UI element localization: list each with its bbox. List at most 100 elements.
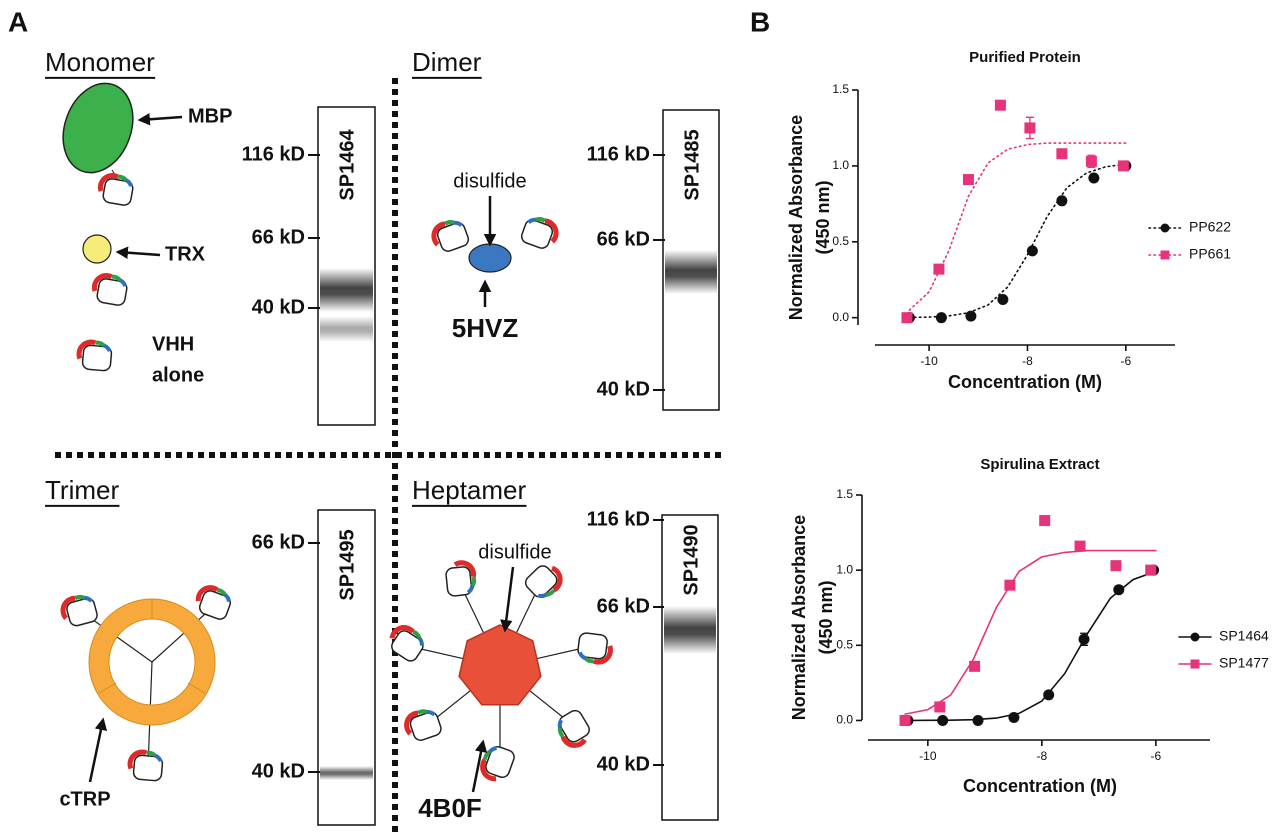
legend-label: PP661: [1189, 246, 1231, 262]
y-tick-label: 0.5: [836, 637, 853, 651]
data-point: [1056, 195, 1068, 207]
lane-label: SP1490: [680, 524, 702, 595]
panel-label: A: [8, 6, 28, 37]
arrow: [88, 717, 108, 783]
y-tick-label: 0.0: [832, 310, 849, 324]
data-point: [1024, 122, 1036, 134]
data-point: [994, 99, 1006, 111]
chart-title: Spirulina Extract: [980, 456, 1099, 473]
data-point: [1145, 564, 1157, 576]
data-point: [1110, 560, 1122, 572]
y-tick-label: 1.5: [836, 487, 853, 501]
vhh-icon: [78, 341, 113, 371]
y-axis-label: Normalized Absorbance: [786, 115, 806, 320]
marker-label: 40 kD: [252, 760, 305, 782]
section-title: Heptamer: [412, 475, 526, 505]
marker-label: 40 kD: [597, 753, 650, 775]
data-point: [1008, 711, 1020, 723]
marker-label: 116 kD: [242, 143, 305, 165]
marker-label: 66 kD: [252, 226, 305, 248]
data-point: [899, 714, 911, 726]
arrow: [137, 113, 183, 126]
y-axis-label: (450 nm): [813, 180, 833, 254]
marker-label: 66 kD: [597, 595, 650, 617]
annotation: disulfide: [478, 541, 551, 563]
data-point: [933, 263, 945, 275]
y-tick-label: 0.5: [832, 234, 849, 248]
data-point: [1074, 540, 1086, 552]
gel-band: [320, 268, 373, 312]
data-point: [1043, 689, 1055, 701]
fit-curve: [908, 142, 1127, 311]
vhh-icon: [445, 562, 476, 597]
vhh-icon: [386, 623, 428, 664]
annotation: MBP: [188, 105, 232, 127]
arrow: [471, 739, 488, 793]
gel-band: [320, 766, 373, 780]
x-tick-label: -8: [1022, 354, 1033, 368]
data-point: [1026, 245, 1038, 257]
gel-band: [664, 606, 716, 654]
fit-curve: [904, 549, 1157, 715]
data-point: [997, 293, 1009, 305]
section-title: Monomer: [45, 47, 155, 77]
data-point: [1039, 515, 1051, 527]
vhh-icon: [98, 174, 135, 207]
data-point: [969, 660, 981, 672]
arrow: [115, 246, 161, 259]
fit-curve: [908, 163, 1127, 319]
data-point: [965, 310, 977, 322]
x-tick-label: -10: [920, 354, 938, 368]
vhh-icon: [430, 218, 470, 255]
annotation: VHH: [152, 333, 194, 355]
lane-label: SP1495: [336, 529, 358, 600]
data-point: [1078, 633, 1090, 645]
y-tick-label: 1.0: [836, 562, 853, 576]
legend-label: SP1464: [1219, 628, 1269, 644]
legend-marker: [1160, 223, 1170, 233]
data-point: [1088, 172, 1100, 184]
gel-lane: [661, 514, 719, 821]
data-point: [1056, 148, 1068, 160]
dimer-core: [468, 243, 512, 273]
marker-tick: [308, 154, 320, 309]
ctrp-ring-edge: [98, 599, 206, 694]
marker-label: 40 kD: [597, 378, 650, 400]
legend-marker: [1190, 659, 1200, 669]
mbp-shape: [62, 82, 134, 174]
y-axis-label: (450 nm): [816, 580, 836, 654]
chart-title: Purified Protein: [969, 49, 1081, 66]
data-point: [1113, 584, 1125, 596]
x-tick-label: -8: [1037, 749, 1048, 763]
gel-lane: [317, 106, 376, 426]
annotation: 4B0F: [418, 793, 482, 823]
heptamer-spokes: [386, 560, 613, 783]
gel-band: [320, 316, 373, 342]
data-point: [962, 174, 974, 186]
marker-label: 66 kD: [252, 531, 305, 553]
legend-label: SP1477: [1219, 655, 1269, 671]
vhh-icon: [479, 744, 516, 784]
gel-band: [665, 250, 717, 294]
vhh-icon: [520, 215, 560, 252]
x-axis-label: Concentration (M): [948, 372, 1102, 392]
panel-label: B: [750, 6, 770, 37]
lane-label: SP1485: [681, 129, 703, 200]
annotation: disulfide: [453, 170, 526, 192]
annotation: TRX: [165, 243, 206, 265]
data-point: [1004, 579, 1016, 591]
x-tick-label: -10: [919, 749, 937, 763]
marker-label: 116 kD: [587, 508, 650, 530]
marker-tick: [653, 154, 665, 391]
data-point: [1117, 160, 1129, 172]
data-point: [1085, 155, 1097, 167]
data-point: [937, 714, 949, 726]
x-axis-label: Concentration (M): [963, 776, 1117, 796]
heptamer-core: [458, 624, 542, 706]
x-tick-label: -6: [1151, 749, 1162, 763]
marker-tick: [653, 519, 664, 766]
vhh-icon: [523, 560, 565, 602]
arrow: [500, 566, 515, 633]
y-axis-label: Normalized Absorbance: [789, 515, 809, 720]
